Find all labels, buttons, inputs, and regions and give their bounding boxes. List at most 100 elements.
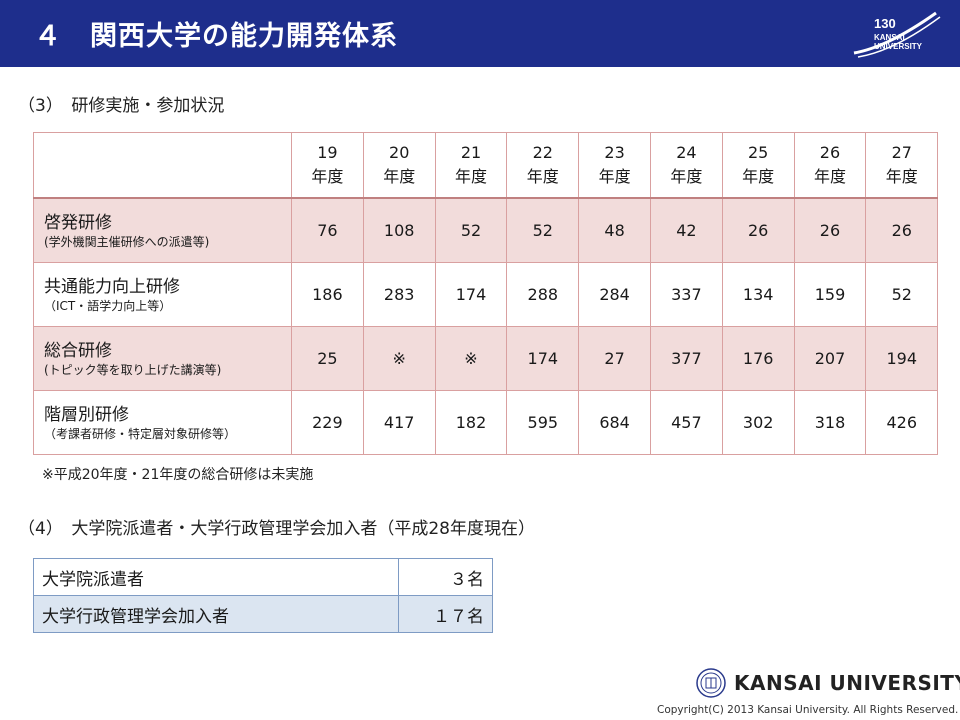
- table-cell: 174: [506, 326, 580, 391]
- year-number: 22: [532, 143, 553, 162]
- year-header: 23 年度: [578, 132, 651, 199]
- year-header: 27 年度: [865, 132, 939, 199]
- footnote: ※平成20年度・21年度の総合研修は未実施: [42, 467, 314, 483]
- table-cell: 417: [362, 390, 436, 455]
- table-cell: 684: [578, 390, 651, 455]
- affiliation-table: 大学院派遣者 ３名 大学行政管理学会加入者 １７名: [33, 558, 493, 633]
- table-cell: 595: [506, 390, 580, 455]
- row-label: 大学行政管理学会加入者: [33, 595, 399, 633]
- row-label: 啓発研修: [44, 212, 112, 233]
- table-cell: 284: [578, 262, 651, 327]
- table-cell: 302: [721, 390, 795, 455]
- table-row: 大学行政管理学会加入者 １７名: [33, 595, 493, 633]
- year-unit: 年度: [813, 167, 846, 186]
- logo-university-text: UNIVERSITY: [874, 42, 923, 51]
- table-cell: 108: [362, 197, 436, 263]
- table-cell: 159: [793, 262, 867, 327]
- row-label-cell: 啓発研修 (学外機関主催研修への派遣等): [33, 197, 292, 263]
- table-cell: 182: [434, 390, 508, 455]
- table-cell: 134: [721, 262, 795, 327]
- title-bar: ４ 関西大学の能力開発体系 130 KANSAI UNIVERSITY: [0, 0, 960, 67]
- table-cell: 48: [578, 197, 651, 263]
- year-unit: 年度: [742, 167, 775, 186]
- table-cell: 207: [793, 326, 867, 391]
- year-header: 25 年度: [721, 132, 795, 199]
- year-number: 25: [748, 143, 769, 162]
- copyright-text: Copyright(C) 2013 Kansai University. All…: [657, 704, 959, 716]
- table-cell: 52: [506, 197, 580, 263]
- section-3-heading: （3） 研修実施・参加状況: [18, 96, 225, 116]
- year-number: 27: [891, 143, 912, 162]
- year-header: 22 年度: [506, 132, 580, 199]
- year-number: 20: [389, 143, 410, 162]
- table-cell: 194: [865, 326, 939, 391]
- year-unit: 年度: [526, 167, 559, 186]
- table-cell: 318: [793, 390, 867, 455]
- row-value: １７名: [398, 595, 493, 633]
- row-sublabel: （ICT・語学力向上等）: [44, 298, 172, 313]
- logo-130-text: 130: [874, 16, 896, 31]
- row-sublabel: (トピック等を取り上げた講演等): [44, 362, 222, 377]
- table-cell: 52: [434, 197, 508, 263]
- table-cell: 26: [721, 197, 795, 263]
- row-label-cell: 総合研修 (トピック等を取り上げた講演等): [33, 326, 292, 391]
- logo-kansai-text: KANSAI: [874, 33, 905, 42]
- year-unit: 年度: [670, 167, 703, 186]
- year-header: 24 年度: [649, 132, 723, 199]
- table-row: 大学院派遣者 ３名: [33, 558, 493, 596]
- year-number: 19: [317, 143, 338, 162]
- section-4-heading: （4） 大学院派遣者・大学行政管理学会加入者（平成28年度現在）: [18, 519, 535, 539]
- year-unit: 年度: [454, 167, 487, 186]
- year-number: 26: [819, 143, 841, 162]
- row-label: 総合研修: [44, 340, 112, 361]
- year-number: 21: [460, 143, 482, 162]
- footer-brand: KANSAI UNIVERSITY: [734, 671, 960, 695]
- table-cell: 283: [362, 262, 436, 327]
- table-cell: 26: [793, 197, 867, 263]
- year-unit: 年度: [885, 167, 918, 186]
- year-number: 23: [604, 143, 625, 162]
- table-row: 階層別研修 （考課者研修・特定層対象研修等） 229 417 182 595 68…: [33, 390, 939, 455]
- kansai-130th-logo: 130 KANSAI UNIVERSITY: [853, 11, 941, 58]
- table-cell: 76: [291, 197, 364, 263]
- table-cell: 174: [434, 262, 508, 327]
- row-label-cell: 共通能力向上研修 （ICT・語学力向上等）: [33, 262, 292, 327]
- row-label: 大学院派遣者: [33, 558, 399, 596]
- table-row: 共通能力向上研修 （ICT・語学力向上等） 186 283 174 288 284…: [33, 262, 939, 327]
- year-header: 26 年度: [793, 132, 867, 199]
- table-cell: 377: [649, 326, 723, 391]
- year-header: 19 年度: [291, 132, 364, 199]
- year-number: 24: [676, 143, 697, 162]
- page-title: ４ 関西大学の能力開発体系: [34, 21, 398, 52]
- university-seal-icon: [696, 668, 726, 698]
- table-cell: 457: [649, 390, 723, 455]
- table-cell: 337: [649, 262, 723, 327]
- row-sublabel: （考課者研修・特定層対象研修等）: [44, 426, 237, 441]
- year-header: 21 年度: [434, 132, 508, 199]
- table-cell: 229: [291, 390, 364, 455]
- table-row: 総合研修 (トピック等を取り上げた講演等) 25 ※ ※ 174 27 377 1…: [33, 326, 939, 391]
- row-label: 共通能力向上研修: [44, 276, 180, 297]
- table-cell: 26: [865, 197, 939, 263]
- row-value: ３名: [398, 558, 493, 596]
- table-cell: 176: [721, 326, 795, 391]
- table-header-row: 19 年度 20 年度 21 年度 22 年度 23 年度 24 年度 25 年度 26 年度 …: [33, 132, 939, 199]
- table-cell: ※: [362, 326, 436, 391]
- table-cell: 288: [506, 262, 580, 327]
- table-cell: 27: [578, 326, 651, 391]
- header-empty-cell: [33, 132, 292, 199]
- table-row: 啓発研修 (学外機関主催研修への派遣等) 76 108 52 52 48 42 2…: [33, 197, 939, 263]
- table-cell: 42: [649, 197, 723, 263]
- year-header: 20 年度: [362, 132, 436, 199]
- year-unit: 年度: [311, 167, 344, 186]
- row-sublabel: (学外機関主催研修への派遣等): [44, 234, 210, 249]
- table-cell: 52: [865, 262, 939, 327]
- table-cell: 186: [291, 262, 364, 327]
- row-label-cell: 階層別研修 （考課者研修・特定層対象研修等）: [33, 390, 292, 455]
- table-cell: 25: [291, 326, 364, 391]
- year-unit: 年度: [383, 167, 416, 186]
- row-label: 階層別研修: [44, 404, 129, 425]
- year-unit: 年度: [598, 167, 631, 186]
- training-table: 19 年度 20 年度 21 年度 22 年度 23 年度 24 年度 25 年度 26 年度 …: [33, 132, 939, 455]
- table-cell: 426: [865, 390, 939, 455]
